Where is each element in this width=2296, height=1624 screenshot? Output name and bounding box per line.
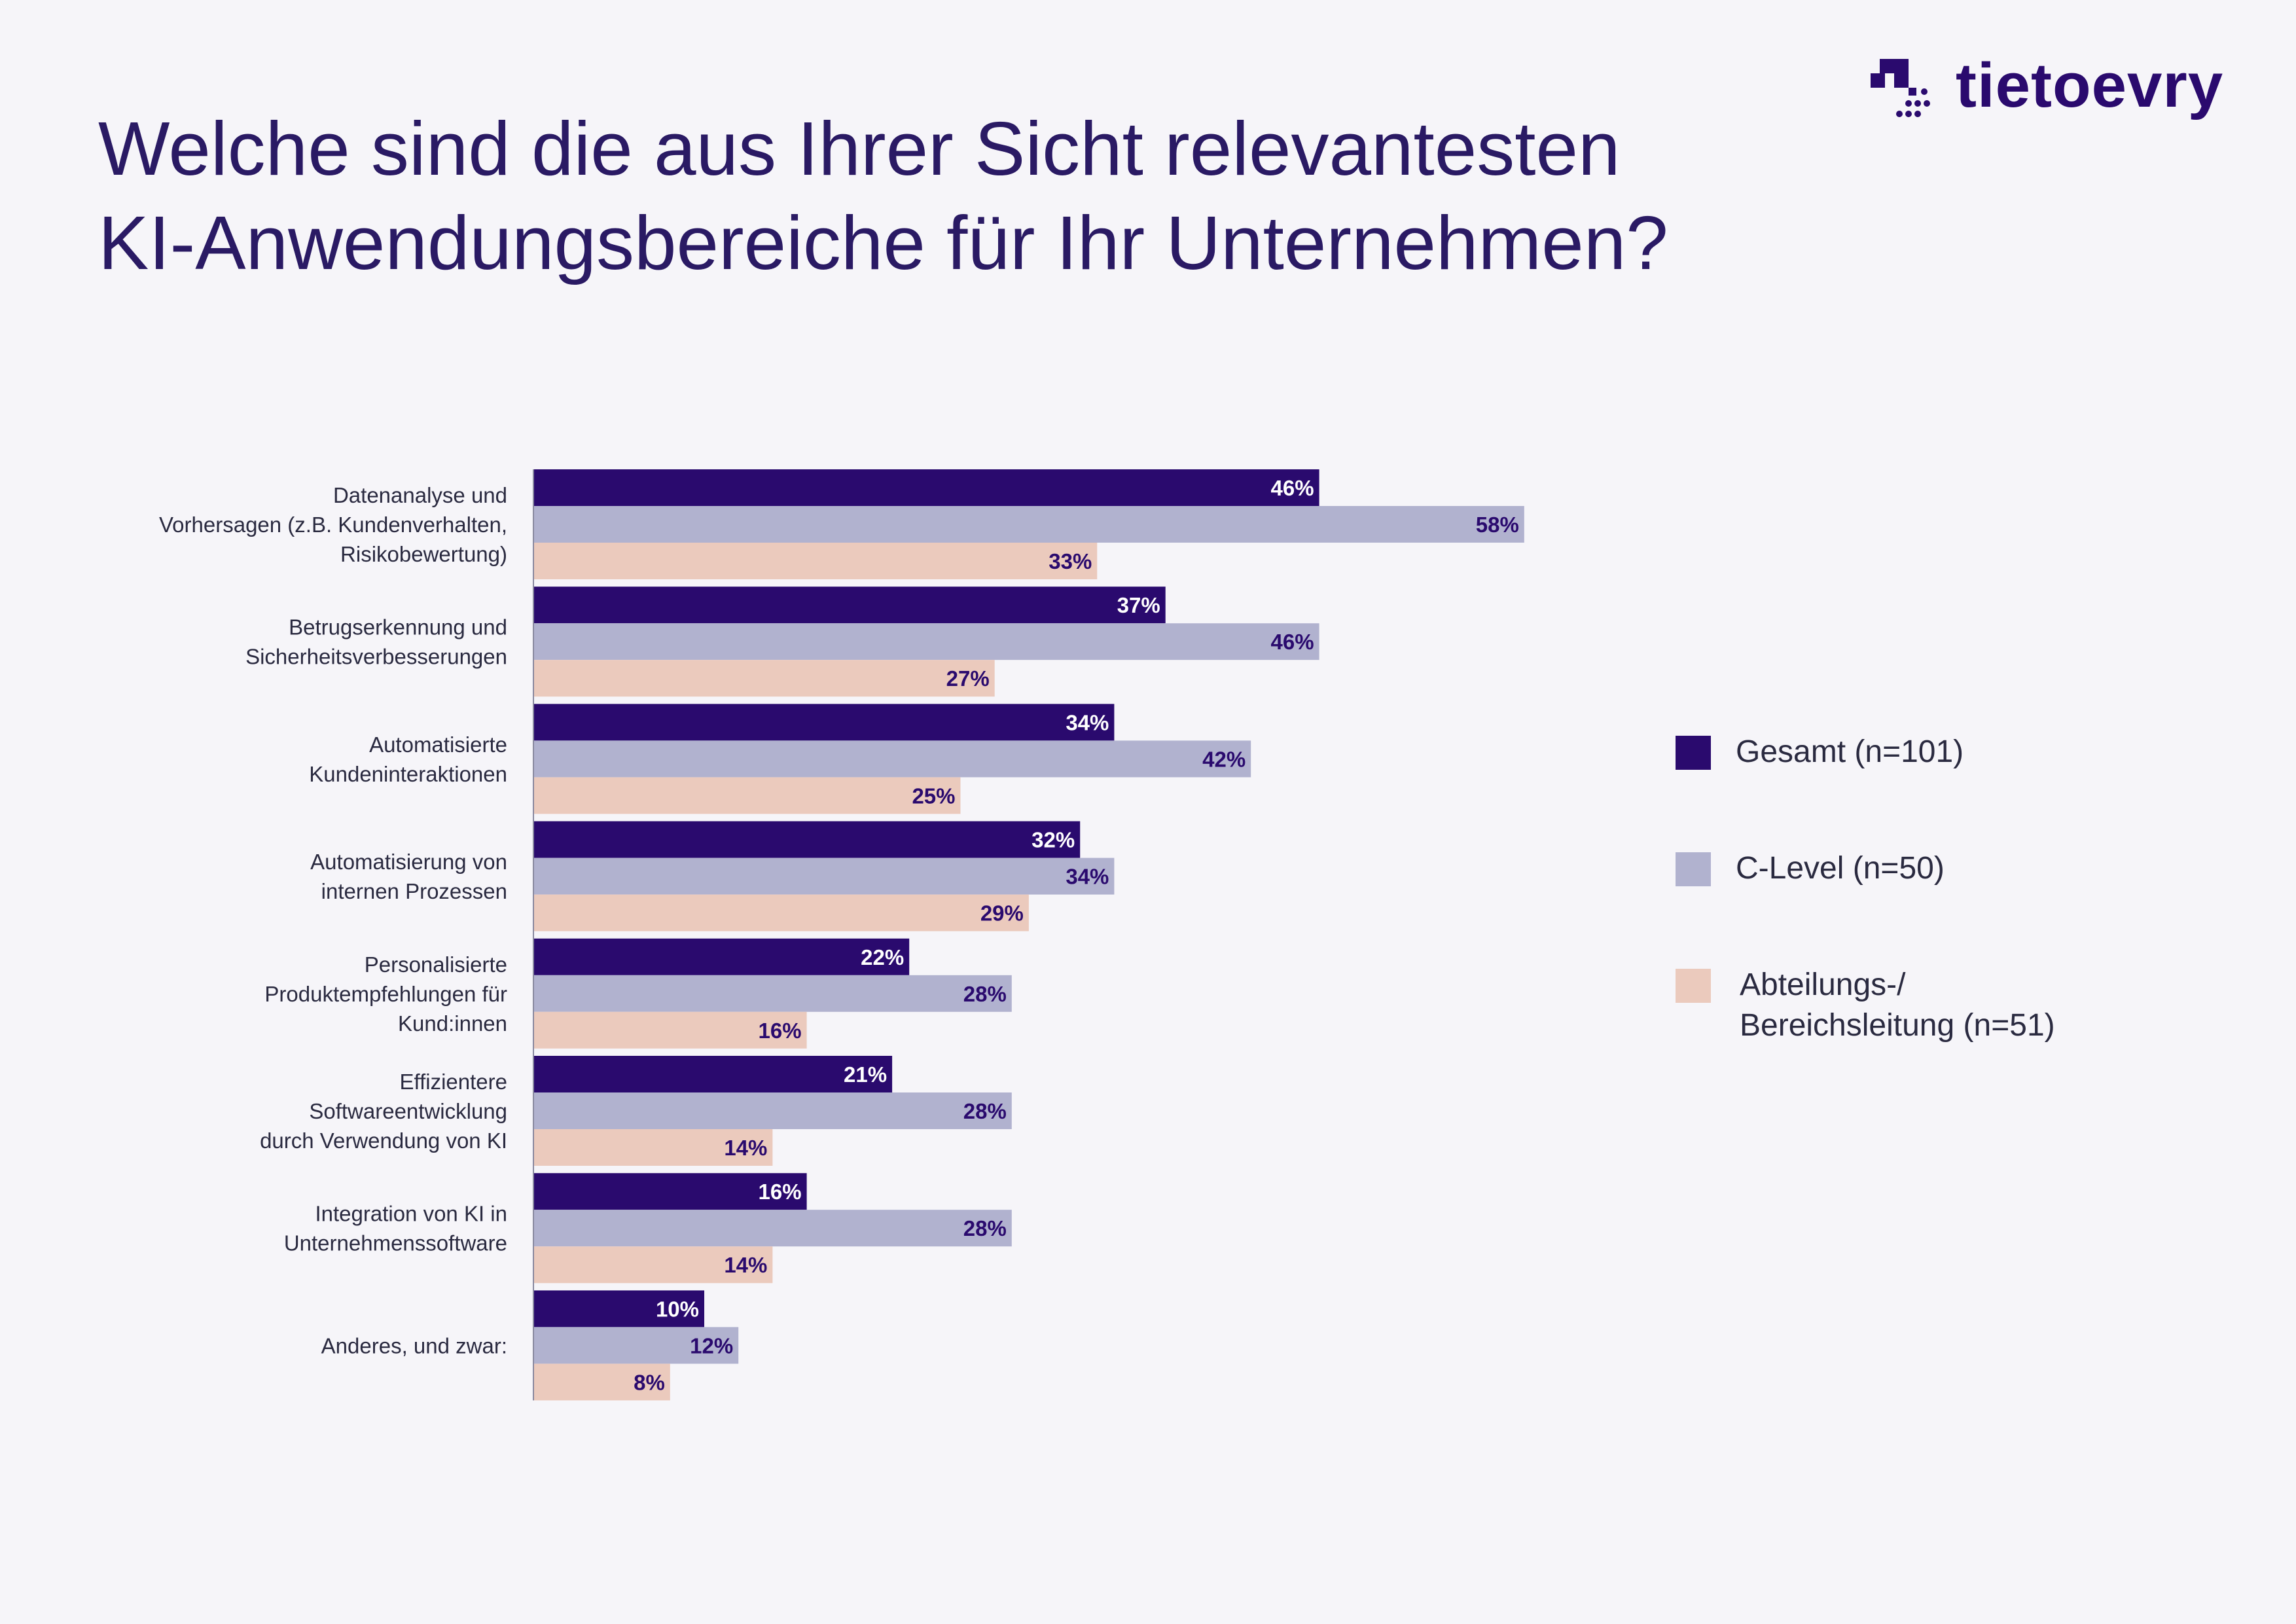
category-label-line: Automatisierte xyxy=(369,732,507,757)
bar-group: Effizientere Softwareentwicklung durch Ver… xyxy=(260,1056,1012,1166)
bar xyxy=(533,1290,704,1327)
legend-label: C-Level (n=50) xyxy=(1736,851,1945,886)
category-label-line: Integration von KI in xyxy=(315,1202,507,1226)
bar xyxy=(533,1246,773,1284)
data-label: 28% xyxy=(963,982,1007,1006)
data-label: 34% xyxy=(1066,710,1109,734)
tietoevry-logo: tietoevry xyxy=(1871,50,2237,126)
data-label: 34% xyxy=(1066,865,1109,889)
bar xyxy=(533,469,1319,506)
data-label: 22% xyxy=(861,945,904,969)
data-label: 8% xyxy=(634,1370,665,1394)
legend-swatch xyxy=(1676,736,1711,770)
bar-group: Betrugserkennung und Sicherheitsverbesser… xyxy=(245,586,1319,697)
data-label: 46% xyxy=(1271,630,1314,654)
category-label-line: Risikobewertung) xyxy=(340,542,507,566)
category-label-line: Anderes, und zwar: xyxy=(321,1333,507,1358)
bar xyxy=(533,1327,739,1364)
legend-label: Abteilungs-/ xyxy=(1740,967,1906,1002)
category-label-line: Softwareentwicklung xyxy=(309,1099,507,1123)
data-label: 58% xyxy=(1476,513,1519,537)
bar-group: Integration von KI in Unternehmenssoftwar… xyxy=(284,1173,1012,1284)
data-label: 14% xyxy=(724,1253,767,1277)
legend-label: Gesamt (n=101) xyxy=(1736,734,1964,769)
data-label: 10% xyxy=(656,1297,699,1321)
data-label: 28% xyxy=(963,1099,1007,1123)
bar xyxy=(533,543,1098,579)
category-label: Automatisierung von internen Prozessen xyxy=(310,850,507,903)
category-label-line: Datenanalyse und xyxy=(333,483,507,507)
page-title: Welche sind die aus Ihrer Sicht relevant… xyxy=(98,101,1865,290)
category-label: Anderes, und zwar: xyxy=(321,1333,507,1358)
bar xyxy=(533,586,1166,624)
category-label-line: Sicherheitsverbesserungen xyxy=(245,645,507,669)
category-label-line: internen Prozessen xyxy=(321,879,507,903)
data-label: 14% xyxy=(724,1136,767,1160)
bar xyxy=(533,777,961,814)
category-label: Datenanalyse und Vorhersagen (z.B. Kunden… xyxy=(159,483,507,566)
bar xyxy=(533,1173,807,1210)
data-label: 28% xyxy=(963,1216,1007,1240)
category-label-line: Vorhersagen (z.B. Kundenverhalten, xyxy=(159,513,507,537)
title-line-1: Welche sind die aus Ihrer Sicht relevant… xyxy=(98,106,1621,191)
data-label: 46% xyxy=(1271,476,1314,500)
bar xyxy=(533,1129,773,1166)
tietoevry-logo-icon xyxy=(1871,59,1930,117)
bar xyxy=(533,821,1081,858)
data-label: 33% xyxy=(1049,549,1092,573)
bar-group: Automatisierte Kundeninteraktionen 34% 42% 2… xyxy=(309,704,1251,814)
data-label: 21% xyxy=(844,1062,887,1087)
bar xyxy=(533,1210,1012,1247)
legend-swatch xyxy=(1676,852,1711,886)
category-label-line: Unternehmenssoftware xyxy=(284,1231,507,1255)
bar xyxy=(533,740,1251,778)
data-label: 29% xyxy=(980,901,1024,926)
category-label-line: durch Verwendung von KI xyxy=(260,1128,507,1153)
bar xyxy=(533,1056,893,1092)
data-label: 16% xyxy=(759,1180,802,1204)
category-label-line: Kund:innen xyxy=(398,1011,507,1036)
bar xyxy=(533,975,1012,1012)
bar xyxy=(533,1011,807,1049)
bar xyxy=(533,894,1029,931)
bar xyxy=(533,857,1115,895)
bar xyxy=(533,623,1319,660)
data-label: 27% xyxy=(946,666,990,691)
logo-wordmark: tietoevry xyxy=(1956,50,2224,120)
category-label: Integration von KI in Unternehmenssoftwar… xyxy=(284,1202,507,1255)
bar-group: Anderes, und zwar: 10% 12% 8% xyxy=(321,1290,739,1401)
bar xyxy=(533,1363,670,1401)
category-label: Betrugserkennung und Sicherheitsverbesser… xyxy=(245,615,507,669)
category-label: Effizientere Softwareentwicklung durch Ver… xyxy=(260,1070,507,1153)
bar xyxy=(533,938,910,975)
data-label: 12% xyxy=(690,1333,733,1358)
data-label: 37% xyxy=(1117,593,1160,617)
data-label: 42% xyxy=(1202,747,1246,771)
bar-group: Personalisierte Produktempfehlungen für Ku… xyxy=(264,938,1012,1049)
category-label-line: Kundeninteraktionen xyxy=(309,762,507,786)
category-label-line: Effizientere xyxy=(400,1070,507,1094)
category-label-line: Betrugserkennung und xyxy=(289,615,507,640)
legend-label: Bereichsleitung (n=51) xyxy=(1740,1008,2055,1043)
bar-group: Datenanalyse und Vorhersagen (z.B. Kunden… xyxy=(159,469,1524,579)
category-label: Personalisierte Produktempfehlungen für Ku… xyxy=(264,952,507,1036)
bar-group: Automatisierung von internen Prozessen 32%… xyxy=(310,821,1115,931)
category-label: Automatisierte Kundeninteraktionen xyxy=(309,732,507,786)
category-label-line: Personalisierte xyxy=(365,952,507,977)
data-label: 16% xyxy=(759,1019,802,1043)
data-label: 25% xyxy=(912,784,955,808)
bar xyxy=(533,506,1524,543)
bar xyxy=(533,660,995,697)
data-label: 32% xyxy=(1031,828,1075,852)
bar xyxy=(533,704,1115,741)
bar xyxy=(533,1092,1012,1129)
legend-swatch xyxy=(1676,969,1711,1003)
title-line-2: KI-Anwendungsbereiche für Ihr Unternehme… xyxy=(98,200,1668,285)
category-label-line: Produktempfehlungen für xyxy=(264,982,507,1006)
category-label-line: Automatisierung von xyxy=(310,850,507,874)
